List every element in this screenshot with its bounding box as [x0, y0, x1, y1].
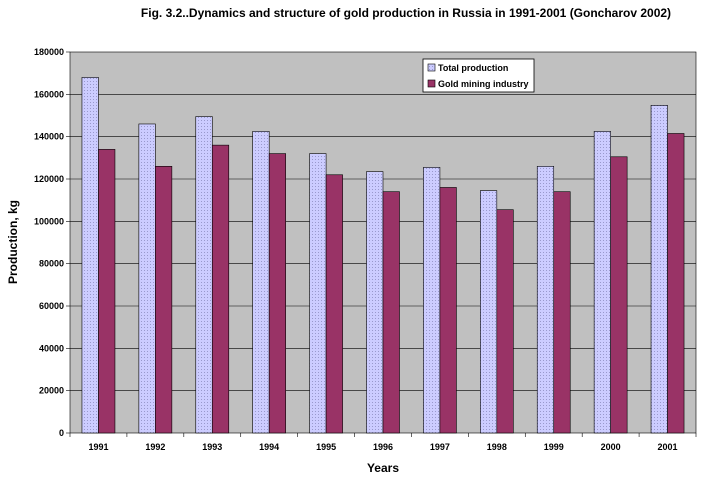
bar-total-production-1991: [81, 77, 99, 434]
x-tick-label: 1995: [316, 442, 336, 452]
x-tick-label: 1999: [544, 442, 564, 452]
bar-total-production-1998: [480, 190, 498, 434]
y-tick-label: 0: [59, 428, 64, 438]
x-tick-label: 1993: [202, 442, 222, 452]
bar-total-production-1995: [309, 153, 327, 434]
bar-gold-mining-industry-1996: [382, 191, 400, 434]
y-tick-label: 100000: [34, 216, 64, 226]
bar-gold-mining-industry-1999: [553, 191, 571, 434]
x-tick-label: 1991: [88, 442, 108, 452]
x-tick-label: 1992: [145, 442, 165, 452]
x-tick-label: 1996: [373, 442, 393, 452]
bar-total-production-1999: [536, 166, 555, 434]
y-tick-label: 20000: [39, 386, 64, 396]
x-tick-label: 1997: [430, 442, 450, 452]
bar-gold-mining-industry-1997: [439, 187, 457, 434]
x-axis-label: Years: [367, 461, 399, 475]
legend: Total production Gold mining industry: [422, 58, 535, 93]
x-tick-label: 2001: [658, 442, 678, 452]
bar-total-production-1996: [366, 171, 384, 434]
y-axis-label: Production, kg: [6, 200, 20, 284]
bar-total-production-1993: [195, 116, 213, 434]
bars: [81, 77, 685, 434]
bar-total-production-2001: [650, 105, 668, 434]
bar-gold-mining-industry-1991: [98, 149, 116, 434]
legend-swatch-total-production: [427, 63, 436, 72]
bar-gold-mining-industry-2001: [667, 133, 685, 434]
y-tick-label: 180000: [34, 47, 64, 57]
bar-gold-mining-industry-1995: [325, 174, 343, 434]
legend-box: [422, 58, 535, 93]
x-tick-label: 2000: [601, 442, 621, 452]
x-tick-label: 1994: [259, 442, 279, 452]
bar-gold-mining-industry-1994: [268, 153, 286, 434]
y-tick-label: 80000: [39, 259, 64, 269]
y-tick-label: 40000: [39, 343, 64, 353]
bar-gold-mining-industry-1993: [211, 144, 230, 434]
bar-gold-mining-industry-1992: [155, 166, 173, 434]
bar-gold-mining-industry-2000: [610, 156, 628, 434]
bar-total-production-1997: [423, 167, 441, 434]
y-tick-label: 120000: [34, 174, 64, 184]
legend-label-gold-mining-industry: Gold mining industry: [438, 79, 529, 89]
bar-total-production-2000: [593, 131, 611, 434]
legend-label-total-production: Total production: [438, 63, 508, 73]
bar-gold-mining-industry-1998: [496, 209, 514, 434]
bar-total-production-1992: [138, 123, 156, 434]
bar-total-production-1994: [252, 131, 270, 434]
y-tick-label: 140000: [34, 132, 64, 142]
y-axis-ticks: 0 20000 40000 60000 80000 100000 120000 140000 1…: [34, 47, 70, 438]
x-tick-label: 1998: [487, 442, 507, 452]
y-tick-label: 160000: [34, 89, 64, 99]
legend-swatch-gold-mining-industry: [427, 79, 436, 88]
x-axis-ticks: 1991 1992 1993 1994 1995 1996 1997 1998 1999 2000…: [69, 433, 697, 452]
chart-title: Fig. 3.2..Dynamics and structure of gold…: [141, 6, 671, 20]
y-tick-label: 60000: [39, 301, 64, 311]
